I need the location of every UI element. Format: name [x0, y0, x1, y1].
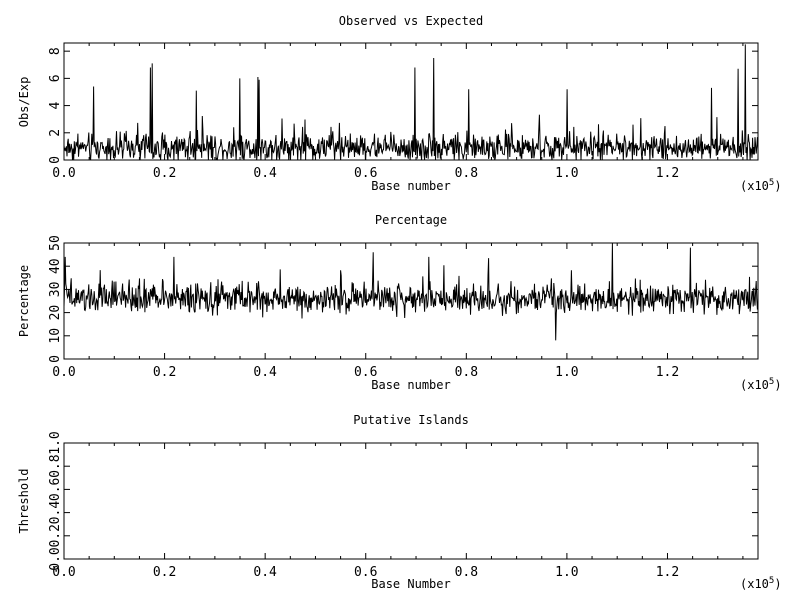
obs-exp-trace: [63, 44, 759, 161]
putative-islands-xtick-label: 1.0: [555, 565, 578, 580]
obs-exp-ytick-label: 2: [48, 129, 63, 137]
obs-exp-xtick-label: 1.0: [555, 166, 578, 181]
putative-islands-xtick-label: 0.6: [354, 565, 377, 580]
percentage-xtick-label: 0.6: [354, 365, 377, 380]
percentage-ytick-label: 0: [48, 355, 63, 363]
percentage-ytick-label: 50: [48, 235, 63, 251]
percentage-ytick-label: 20: [48, 305, 63, 321]
putative-islands-xtick-label: 1.2: [656, 565, 679, 580]
putative-islands-xtick-label: 0.8: [455, 565, 478, 580]
obs-exp-panel: Observed vs Expected Obs/Exp Base number…: [17, 14, 782, 193]
percentage-xtick-label: 1.2: [656, 365, 679, 380]
obs-exp-ticks: 0.0 0.2 0.4 0.6 0.8 1.0 1.2 0 2 4 6 8: [48, 43, 758, 181]
obs-exp-xtick-label: 0.2: [153, 166, 176, 181]
obs-exp-ytick-label: 4: [48, 101, 63, 109]
percentage-xlabel: Base number: [371, 378, 450, 392]
putative-islands-ytick-label: 0.6: [48, 478, 63, 501]
obs-exp-ytick-label: 0: [48, 156, 63, 164]
obs-exp-ytick-label: 8: [48, 47, 63, 55]
putative-islands-ytick-label: 0.2: [48, 524, 63, 547]
obs-exp-series-line: [63, 44, 759, 161]
obs-exp-xtick-label: 0.6: [354, 166, 377, 181]
percentage-ytick-label: 40: [48, 258, 63, 274]
putative-islands-xtick-label: 0.0: [52, 565, 75, 580]
percentage-ytick-label: 30: [48, 282, 63, 298]
obs-exp-ylabel: Obs/Exp: [17, 77, 31, 128]
obs-exp-title: Observed vs Expected: [339, 14, 484, 28]
obs-exp-xtick-label: 0.8: [455, 166, 478, 181]
putative-islands-ticks: 0.0 0.2 0.4 0.6 0.8 1.0 1.20.00.20.40.60.81.0: [48, 431, 758, 580]
putative-islands-ytick-label: 0.8: [48, 454, 63, 477]
percentage-trace: [63, 242, 759, 341]
percentage-title: Percentage: [375, 213, 447, 227]
percentage-ytick-label: 10: [48, 328, 63, 344]
putative-islands-title: Putative Islands: [353, 413, 469, 427]
obs-exp-x-multiplier: (x105): [740, 178, 782, 193]
putative-islands-ytick-label: 0.0: [48, 547, 63, 570]
putative-islands-panel: Putative Islands Threshold Base Number (…: [17, 413, 782, 591]
putative-islands-ylabel: Threshold: [17, 468, 31, 533]
percentage-plot-frame: [63, 242, 759, 360]
putative-islands-plot-frame: [63, 442, 759, 560]
percentage-xtick-label: 1.0: [555, 365, 578, 380]
percentage-x-multiplier: (x105): [740, 377, 782, 392]
percentage-ticks: 0.0 0.2 0.4 0.6 0.8 1.0 1.2 0 10 20 30 40 50: [48, 235, 758, 380]
putative-islands-xtick-label: 0.2: [153, 565, 176, 580]
putative-islands-ytick-label: 1.0: [48, 431, 63, 454]
putative-islands-x-multiplier: (x105): [740, 576, 782, 591]
obs-exp-xlabel: Base number: [371, 179, 450, 193]
percentage-xtick-label: 0.4: [253, 365, 277, 380]
obs-exp-plot-frame: [63, 42, 759, 161]
obs-exp-xtick-label: 0.0: [52, 166, 75, 181]
percentage-ylabel: Percentage: [17, 265, 31, 337]
percentage-panel: Percentage Percentage Base number (x105)…: [17, 213, 782, 392]
obs-exp-xtick-label: 1.2: [656, 166, 679, 181]
putative-islands-xlabel: Base Number: [371, 577, 450, 591]
percentage-xtick-label: 0.8: [455, 365, 478, 380]
percentage-xtick-label: 0.0: [52, 365, 75, 380]
putative-islands-xtick-label: 0.4: [253, 565, 277, 580]
percentage-series-line: [63, 242, 759, 341]
putative-islands-ytick-label: 0.4: [48, 501, 63, 525]
obs-exp-ytick-label: 6: [48, 74, 63, 82]
percentage-xtick-label: 0.2: [153, 365, 176, 380]
obs-exp-xtick-label: 0.4: [253, 166, 277, 181]
